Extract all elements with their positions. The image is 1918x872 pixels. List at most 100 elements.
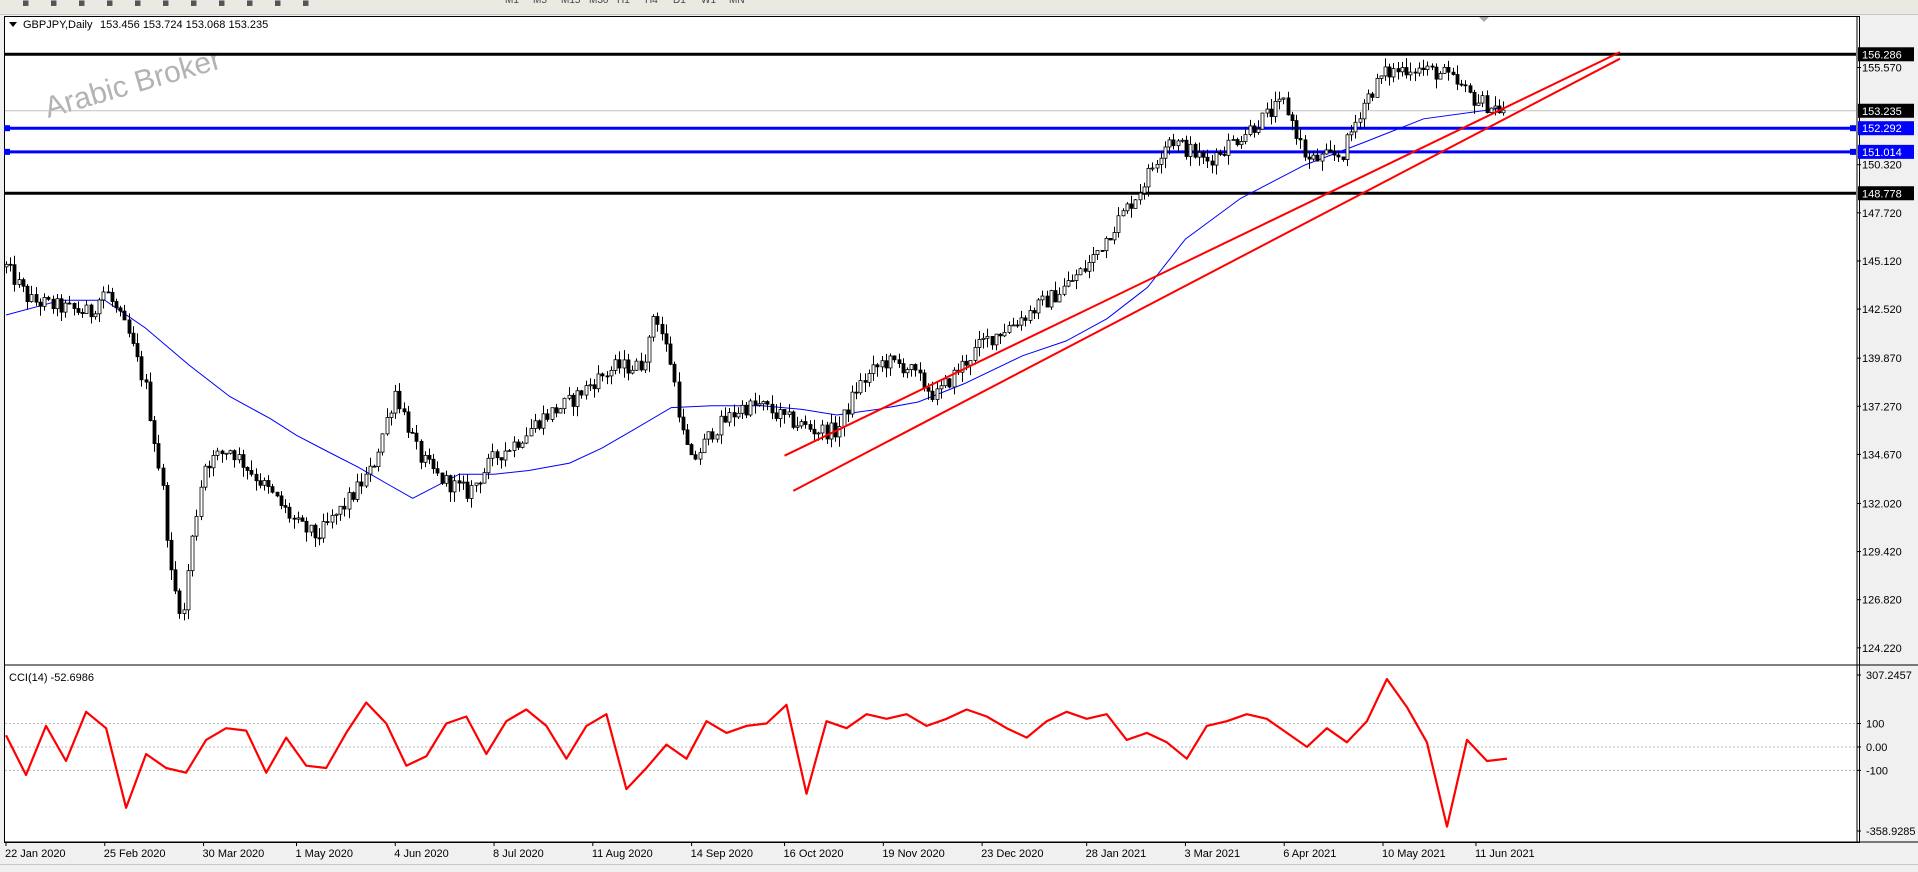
rectangle-icon[interactable]: ▪ — [246, 0, 254, 9]
cursor-icon[interactable]: ▪ — [22, 0, 30, 9]
candle-body — [1375, 77, 1380, 98]
date-tick-label: 14 Sep 2020 — [691, 848, 753, 860]
timeframe-m30-button[interactable]: M30 — [589, 0, 609, 6]
timeframe-m15-button[interactable]: M15 — [561, 0, 581, 6]
timeframe-d1-button[interactable]: D1 — [673, 0, 686, 6]
candle-body — [1197, 152, 1202, 158]
timeframe-w1-button[interactable]: W1 — [701, 0, 716, 6]
candle-body — [850, 391, 855, 415]
candle-body — [76, 308, 81, 313]
candle-body — [1349, 131, 1354, 136]
level-price-label: 151.014 — [1862, 147, 1902, 159]
candle-body — [985, 335, 990, 339]
cci-tick-label: -100 — [1866, 765, 1888, 777]
candle-body — [275, 491, 280, 497]
chart-header: GBPJPY,Daily 153.456 153.724 153.068 153… — [9, 19, 268, 31]
candle-body — [127, 319, 132, 334]
candle-body — [1370, 93, 1375, 98]
candle-body — [1100, 250, 1105, 252]
candle-body — [131, 332, 136, 344]
timeframe-h1-button[interactable]: H1 — [617, 0, 630, 6]
candle-body — [135, 343, 140, 358]
candle-body — [474, 482, 479, 486]
candle-body — [224, 452, 229, 455]
cci-line[interactable] — [5, 677, 1508, 828]
candle-body — [249, 470, 254, 475]
candle-body — [622, 359, 627, 369]
candle-body — [1328, 149, 1333, 152]
candle-body — [376, 451, 381, 468]
candle-body — [1489, 107, 1494, 114]
candle-body — [765, 401, 770, 405]
candle-body — [723, 415, 728, 423]
candle-body — [740, 404, 745, 414]
ellipse-icon[interactable]: ▪ — [274, 0, 282, 9]
channel-trendline[interactable] — [792, 57, 1621, 492]
candle-body — [1108, 238, 1113, 241]
scroll-marker-icon[interactable] — [1479, 17, 1489, 22]
trendline-icon[interactable]: ▪ — [78, 0, 86, 9]
candle-body — [1408, 71, 1413, 76]
candle-body — [1150, 167, 1155, 170]
candle-body — [165, 485, 170, 541]
candle-body — [575, 390, 580, 407]
candle-body — [863, 380, 868, 383]
candle-body — [1379, 75, 1384, 79]
candle-body — [842, 409, 847, 427]
channel-trendline[interactable] — [784, 51, 1621, 457]
timeframe-mn-button[interactable]: MN — [729, 0, 745, 6]
cci-tick-label: 307.2457 — [1866, 670, 1912, 682]
timeframe-m1-button[interactable]: M1 — [505, 0, 519, 6]
candle-body — [651, 316, 656, 338]
candle-body — [389, 412, 394, 418]
candle-body — [364, 473, 369, 487]
line-handle[interactable] — [4, 125, 10, 132]
timeframe-m5-button[interactable]: M5 — [533, 0, 547, 6]
candle-body — [1011, 324, 1016, 327]
candle-body — [1298, 138, 1303, 141]
arrow-icon[interactable]: ▪ — [302, 0, 310, 9]
fibo-fan-icon[interactable]: ▪ — [134, 0, 142, 9]
candle-body — [1129, 203, 1134, 209]
clock-icon[interactable]: ▪ — [218, 0, 226, 9]
candle-body — [245, 466, 250, 471]
candle-body — [1205, 156, 1210, 162]
label-icon[interactable]: ▪ — [190, 0, 198, 9]
candle-body — [677, 381, 682, 418]
date-tick-label: 3 Mar 2021 — [1184, 848, 1240, 860]
candle-body — [858, 380, 863, 394]
line-handle[interactable] — [1850, 148, 1856, 155]
candle-body — [1493, 105, 1498, 109]
price-tick-label: 150.320 — [1862, 160, 1902, 172]
line-handle[interactable] — [4, 148, 10, 155]
candle-body — [732, 412, 737, 418]
candle-body — [254, 473, 259, 482]
candle-body — [1290, 114, 1295, 122]
candle-body — [199, 486, 204, 517]
candle-body — [80, 312, 85, 314]
candle-body — [1294, 120, 1299, 139]
candle-body — [973, 347, 978, 361]
candle-body — [1353, 121, 1358, 133]
line-handle[interactable] — [1850, 125, 1856, 132]
candle-body — [1095, 250, 1100, 255]
candle-body — [12, 264, 17, 285]
candle-body — [372, 465, 377, 468]
crosshair-icon[interactable]: ▪ — [50, 0, 58, 9]
candle-body — [228, 450, 233, 454]
candle-body — [1210, 160, 1215, 166]
dropdown-arrow-icon[interactable] — [9, 22, 17, 27]
candle-body — [309, 524, 314, 533]
candle-body — [901, 363, 906, 374]
candle-body — [1184, 139, 1189, 157]
candle-body — [626, 359, 631, 374]
candle-body — [1091, 254, 1096, 263]
text-icon[interactable]: ▪ — [162, 0, 170, 9]
moving-average-line[interactable] — [5, 107, 1506, 499]
candle-body — [1222, 153, 1227, 156]
candle-body — [520, 442, 525, 448]
fibonacci-icon[interactable]: ▪ — [106, 0, 114, 9]
candle-body — [994, 333, 999, 346]
timeframe-h4-button[interactable]: H4 — [645, 0, 658, 6]
